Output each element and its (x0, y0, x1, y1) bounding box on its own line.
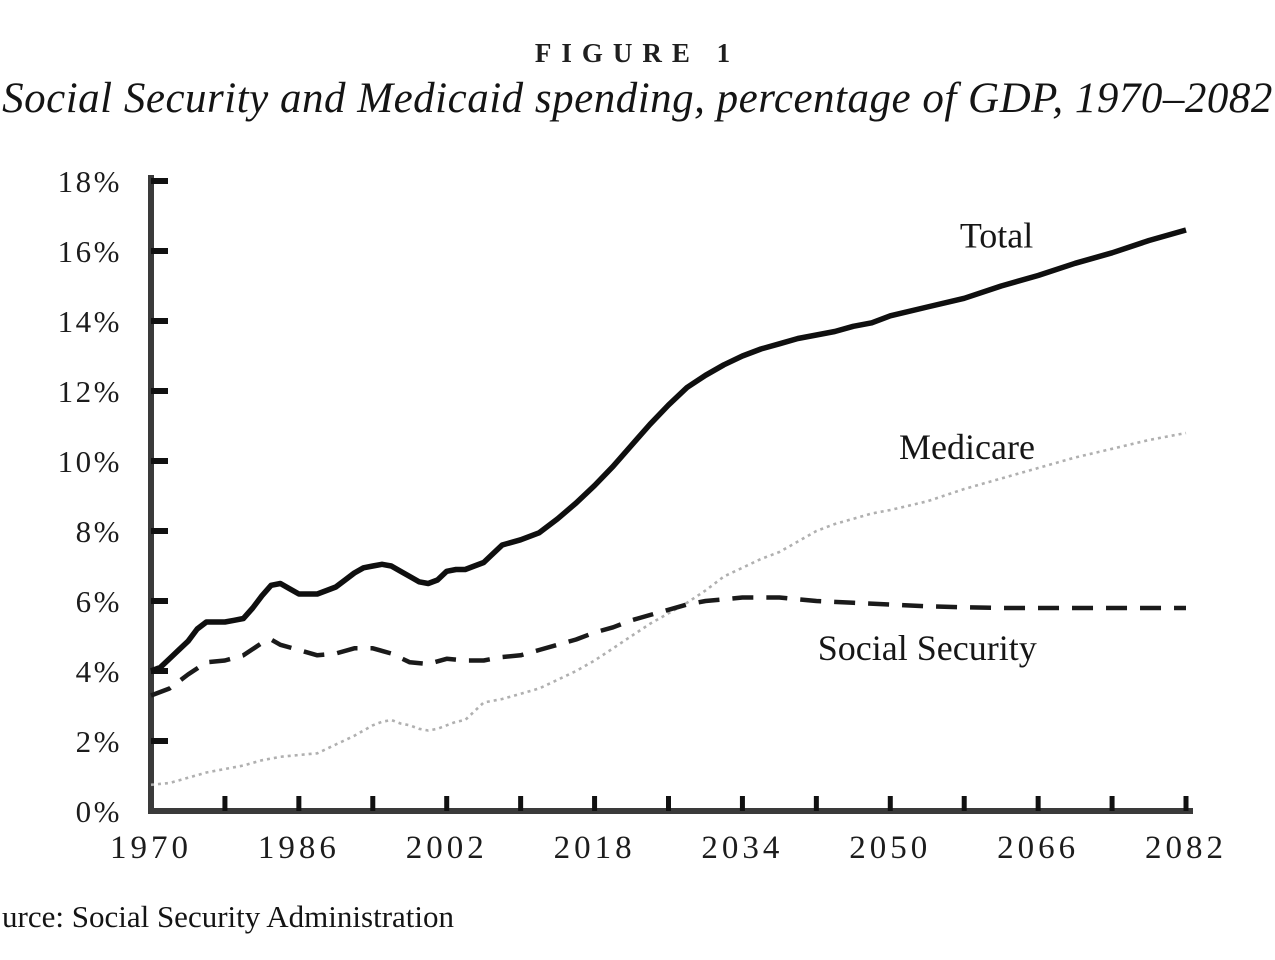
series-medicare-line (150, 431, 1187, 787)
x-tick-label: 2066 (997, 830, 1079, 866)
series-label-medicare: Medicare (899, 427, 1035, 467)
series-label-total: Total (960, 215, 1033, 255)
x-tick-label: 2018 (554, 830, 636, 866)
y-tick-label: 0% (76, 794, 122, 829)
figure-number-title: FIGURE 1 (534, 38, 741, 68)
y-tick-label: 14% (58, 304, 122, 339)
series-total-line (150, 227, 1187, 674)
y-tick-label: 16% (58, 234, 122, 269)
x-tick-label: 2050 (849, 830, 931, 866)
x-tick-label: 1986 (258, 830, 340, 866)
y-tick-label: 2% (76, 724, 122, 759)
y-tick-label: 6% (76, 584, 122, 619)
figure-subtitle: Social Security and Medicaid spending, p… (2, 75, 1273, 122)
y-tick-label: 18% (58, 164, 122, 199)
series-social-security-line (150, 595, 1186, 698)
source-note: urce: Social Security Administration (2, 899, 454, 934)
x-tick-label: 2082 (1145, 830, 1227, 866)
y-tick-label: 4% (76, 654, 122, 689)
y-tick-label: 10% (58, 444, 122, 479)
y-tick-label: 8% (76, 514, 122, 549)
x-tick-label: 2002 (406, 830, 488, 866)
x-tick-label: 1970 (110, 830, 192, 866)
x-tick-label: 2034 (701, 830, 783, 866)
y-tick-label: 12% (58, 374, 122, 409)
series-label-social-security: Social Security (818, 628, 1037, 668)
